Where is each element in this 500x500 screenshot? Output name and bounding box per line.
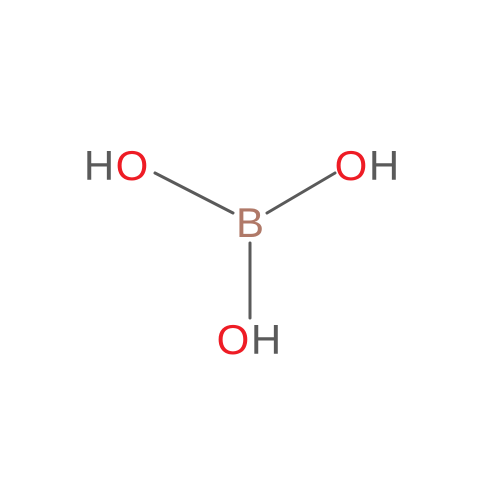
atom-hydrogen-b: H	[251, 319, 281, 361]
atom-oxygen-tr: O	[335, 145, 368, 187]
atom-hydrogen-tl: H	[84, 145, 114, 187]
bond-layer	[0, 0, 500, 500]
atom-oxygen-tl: O	[116, 145, 149, 187]
atom-oxygen-b: O	[217, 319, 250, 361]
bond-line	[267, 173, 335, 213]
chemical-structure: B H O O H O H	[0, 0, 500, 500]
atom-boron: B	[236, 202, 264, 244]
atom-hydrogen-tr: H	[369, 145, 399, 187]
bond-line	[155, 173, 233, 213]
